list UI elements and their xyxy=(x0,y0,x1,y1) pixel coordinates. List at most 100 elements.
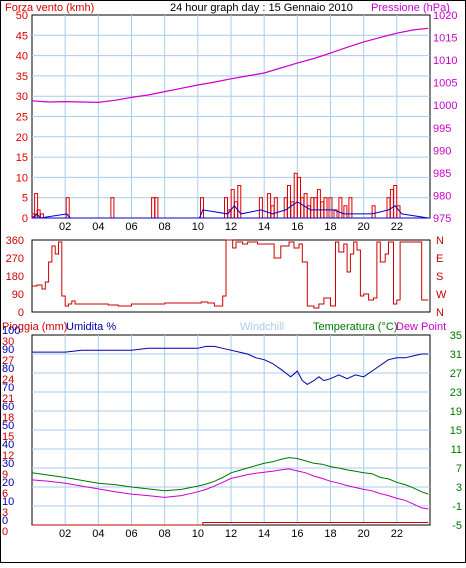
temperature-humidity-x-tick-label: 22 xyxy=(391,528,403,540)
pressure-axis-tick-label: 1010 xyxy=(433,55,457,67)
temperature-humidity-x-tick-label: 14 xyxy=(258,528,270,540)
temperature-humidity-x-tick-label: 12 xyxy=(225,528,237,540)
rain-axis-tick-label: 24 xyxy=(2,374,14,386)
humidity-axis-tick-label: 30 xyxy=(2,458,14,470)
temperature-humidity-x-tick-label: 04 xyxy=(92,528,104,540)
pressure-axis-tick-label: 1000 xyxy=(433,100,457,112)
temperature-series-line xyxy=(31,457,429,495)
temperature-axis-tick-label: 15 xyxy=(450,425,462,437)
rain-axis-title: Pioggia (mm) xyxy=(2,321,67,333)
temperature-axis-tick-label: 27 xyxy=(450,368,462,380)
wind-axis-tick-label: 45 xyxy=(16,30,28,42)
pressure-axis-tick-label: 990 xyxy=(433,145,451,157)
wind-pressure-x-tick-label: 02 xyxy=(59,221,71,233)
wind-pressure-x-tick-label: 06 xyxy=(125,221,137,233)
wind-pressure-x-tick-label: 14 xyxy=(258,221,270,233)
temperature-humidity-x-tick-label: 08 xyxy=(159,528,171,540)
humidity-axis-tick-label: 40 xyxy=(2,439,14,451)
compass-axis-tick-label: N xyxy=(436,235,444,247)
wind-pressure-x-tick-label: 10 xyxy=(192,221,204,233)
pressure-axis-tick-label: 985 xyxy=(433,168,451,180)
temperature-axis-tick-label: 19 xyxy=(450,406,462,418)
temperature-humidity-x-tick-label: 02 xyxy=(59,528,71,540)
humidity-axis-tick-label: 100 xyxy=(2,325,20,337)
wind-axis-tick-label: 50 xyxy=(16,10,28,22)
compass-axis-tick-label: E xyxy=(436,253,443,265)
rain-axis-tick-label: 15 xyxy=(2,431,14,443)
direction-axis-tick-label: 0 xyxy=(18,307,24,319)
temperature-humidity-x-tick-label: 06 xyxy=(125,528,137,540)
temperature-humidity-x-tick-label: 20 xyxy=(358,528,370,540)
wind-axis-tick-label: 30 xyxy=(16,91,28,103)
rain-axis-tick-label: 18 xyxy=(2,412,14,424)
rain-series-line xyxy=(32,522,429,526)
dewpoint-series-line xyxy=(31,468,429,510)
wind-pressure-x-tick-label: 04 xyxy=(92,221,104,233)
humidity-axis-tick-label: 70 xyxy=(2,382,14,394)
temperature-axis-title: Temperatura (°C) xyxy=(313,321,397,333)
temperature-humidity-x-tick-label: 16 xyxy=(291,528,303,540)
wind-axis-tick-label: 10 xyxy=(16,172,28,184)
pressure-axis-tick-label: 975 xyxy=(433,213,451,225)
wind-axis-tick-label: 5 xyxy=(22,193,28,205)
wind-pressure-x-tick-label: 12 xyxy=(225,221,237,233)
temperature-axis-tick-label: 35 xyxy=(450,330,462,342)
rain-axis-tick-label: 27 xyxy=(2,355,14,367)
humidity-axis-title: Umidita % xyxy=(66,321,116,333)
rain-axis-tick-label: 30 xyxy=(2,336,14,348)
humidity-axis-tick-label: 20 xyxy=(2,477,14,489)
rain-axis-tick-label: 9 xyxy=(2,469,8,481)
compass-axis-tick-label: S xyxy=(436,271,443,283)
wind-average-series-line xyxy=(31,201,429,219)
pressure-axis-tick-label: 995 xyxy=(433,123,451,135)
humidity-axis-tick-label: 60 xyxy=(2,401,14,413)
wind-pressure-x-tick-label: 22 xyxy=(391,221,403,233)
direction-axis-tick-label: 360 xyxy=(6,235,24,247)
temperature-humidity-x-tick-label: 10 xyxy=(192,528,204,540)
wind-axis-tick-label: 25 xyxy=(16,112,28,124)
temperature-axis-tick-label: 3 xyxy=(456,482,462,494)
temperature-axis-tick-label: 23 xyxy=(450,387,462,399)
wind-direction-plot-area xyxy=(31,239,431,313)
wind-pressure-x-tick-label: 08 xyxy=(159,221,171,233)
rain-axis-tick-label: 12 xyxy=(2,450,14,462)
wind-axis-tick-label: 0 xyxy=(22,213,28,225)
temperature-axis-tick-label: 11 xyxy=(451,444,462,456)
pressure-axis-title: Pressione (hPa) xyxy=(371,2,450,14)
humidity-axis-tick-label: 0 xyxy=(2,515,8,527)
wind-pressure-x-tick-label: 20 xyxy=(358,221,370,233)
pressure-axis-tick-label: 980 xyxy=(433,190,451,202)
humidity-axis-tick-label: 80 xyxy=(2,363,14,375)
windchill-legend-label: Windchill xyxy=(240,321,284,333)
temperature-axis-tick-label: -5 xyxy=(452,520,462,532)
wind-direction-series-line xyxy=(32,239,429,309)
wind-pressure-x-tick-label: 16 xyxy=(291,221,303,233)
temperature-axis-tick-label: 7 xyxy=(456,463,462,475)
wind-axis-tick-label: 35 xyxy=(16,71,28,83)
chart-title: 24 hour graph day : 15 Gennaio 2010 xyxy=(170,2,353,14)
wind-axis-tick-label: 20 xyxy=(16,132,28,144)
direction-axis-tick-label: 90 xyxy=(12,289,24,301)
rain-axis-tick-label: 6 xyxy=(2,488,8,500)
direction-axis-tick-label: 180 xyxy=(6,271,24,283)
humidity-axis-tick-label: 10 xyxy=(2,496,14,508)
rain-axis-tick-label: 21 xyxy=(2,393,14,405)
wind-axis-title: Forza vento (kmh) xyxy=(5,2,94,14)
temperature-axis-tick-label: 31 xyxy=(450,349,462,361)
compass-axis-tick-label: W xyxy=(436,289,447,301)
humidity-series-line xyxy=(32,345,429,385)
pressure-series-line xyxy=(31,27,429,104)
pressure-axis-tick-label: 1020 xyxy=(433,10,457,22)
pressure-axis-tick-label: 1015 xyxy=(433,33,457,45)
humidity-axis-tick-label: 90 xyxy=(2,344,14,356)
wind-pressure-x-tick-label: 18 xyxy=(324,221,336,233)
wind-axis-tick-label: 15 xyxy=(16,152,28,164)
direction-axis-tick-label: 270 xyxy=(6,253,24,265)
humidity-axis-tick-label: 50 xyxy=(2,420,14,432)
rain-axis-tick-label: 0 xyxy=(2,526,8,538)
rain-axis-tick-label: 3 xyxy=(2,507,8,519)
dewpoint-legend-label: Dew Point xyxy=(396,321,446,333)
temperature-humidity-x-tick-label: 18 xyxy=(324,528,336,540)
